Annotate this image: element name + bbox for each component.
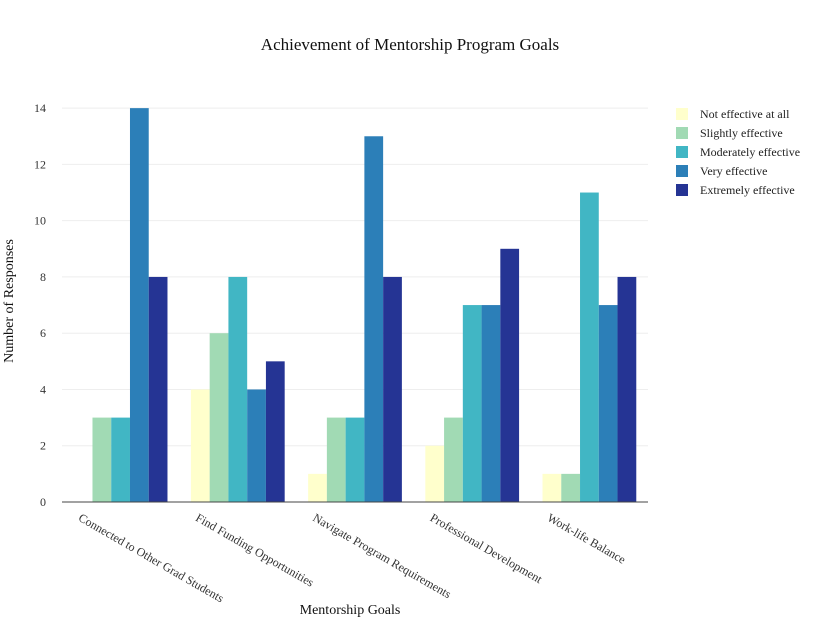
y-tick-label: 10	[34, 214, 46, 228]
legend-swatch[interactable]	[676, 184, 688, 196]
bar[interactable]	[148, 276, 168, 502]
chart-title: Achievement of Mentorship Program Goals	[261, 35, 559, 54]
bar[interactable]	[129, 108, 149, 502]
legend-label[interactable]: Slightly effective	[700, 126, 783, 140]
bar[interactable]	[326, 417, 346, 502]
bar[interactable]	[190, 389, 210, 502]
bar[interactable]	[500, 248, 520, 502]
bar[interactable]	[364, 136, 384, 502]
bar[interactable]	[209, 333, 229, 502]
y-tick-label: 8	[40, 270, 46, 284]
bar[interactable]	[228, 276, 248, 502]
bar[interactable]	[425, 445, 445, 502]
bar[interactable]	[247, 389, 266, 502]
y-tick-label: 0	[40, 495, 46, 509]
y-axis-ticks: 0 2 4 6 8 10 12 14	[34, 101, 46, 509]
bar[interactable]	[580, 192, 599, 503]
y-axis-title: Number of Responses	[2, 239, 17, 363]
bar[interactable]	[617, 276, 637, 502]
bar[interactable]	[111, 417, 130, 502]
bar[interactable]	[598, 305, 618, 502]
x-axis-title: Mentorship Goals	[300, 603, 401, 618]
legend-swatch[interactable]	[676, 108, 688, 120]
bar[interactable]	[542, 473, 562, 502]
bar[interactable]	[308, 473, 327, 502]
y-tick-label: 12	[34, 157, 46, 171]
x-tick-label: Find Funding Opportunities	[193, 510, 316, 589]
x-tick-label: Professional Development	[428, 510, 546, 586]
legend-swatch[interactable]	[676, 127, 688, 139]
legend-label[interactable]: Very effective	[700, 164, 767, 178]
bar[interactable]	[345, 417, 365, 502]
legend-label[interactable]: Not effective at all	[700, 107, 790, 121]
legend-swatch[interactable]	[676, 165, 688, 177]
legend[interactable]: Not effective at all Slightly effective Mo…	[676, 107, 800, 197]
bar[interactable]	[444, 417, 463, 502]
y-tick-label: 4	[40, 382, 46, 396]
y-tick-label: 2	[40, 439, 46, 453]
x-tick-label: Work-life Balance	[545, 510, 628, 566]
bar[interactable]	[462, 305, 482, 502]
legend-label[interactable]: Moderately effective	[700, 145, 800, 159]
bar[interactable]	[383, 276, 402, 502]
bars	[92, 108, 637, 503]
bar[interactable]	[561, 473, 581, 502]
y-tick-label: 6	[40, 326, 46, 340]
bar[interactable]	[265, 361, 285, 502]
legend-swatch[interactable]	[676, 146, 688, 158]
y-tick-label: 14	[34, 101, 46, 115]
bar[interactable]	[481, 305, 501, 502]
legend-label[interactable]: Extremely effective	[700, 183, 795, 197]
bar[interactable]	[92, 417, 112, 502]
